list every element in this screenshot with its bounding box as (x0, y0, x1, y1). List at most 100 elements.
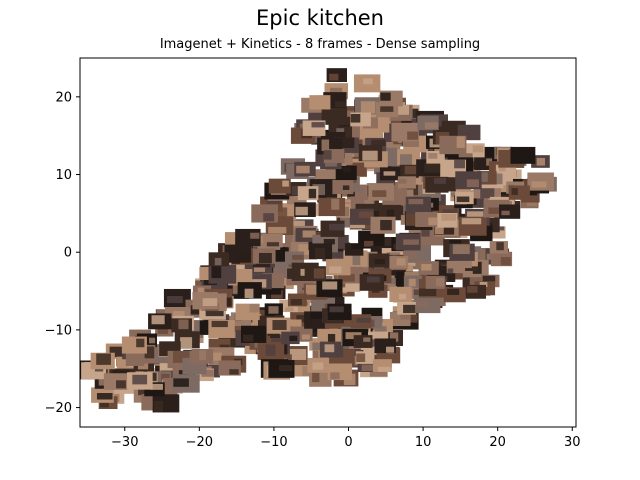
x-tick-label: −10 (260, 435, 287, 450)
thumbnail-point (320, 220, 345, 237)
thumbnail-point (458, 216, 487, 236)
thumbnail-point (174, 331, 200, 349)
x-tick-label: 10 (415, 435, 432, 450)
thumbnail-point (287, 293, 307, 307)
thumbnail-point (379, 90, 403, 107)
thumbnail-point (425, 176, 449, 193)
thumbnail-point (389, 286, 412, 302)
thumbnail-point (268, 178, 291, 194)
thumbnail-point (403, 275, 422, 288)
thumbnail-point (396, 149, 421, 166)
y-tick-label: −20 (45, 401, 72, 416)
thumbnail-point (253, 248, 276, 264)
thumbnail-point (359, 274, 385, 291)
thumbnail-point (323, 149, 345, 164)
thumbnail-point (335, 165, 357, 181)
thumbnail-point (439, 135, 467, 155)
thumbnail-point (355, 351, 375, 364)
thumbnail-point (417, 115, 439, 131)
thumbnail-point (531, 155, 550, 168)
thumbnail-point (389, 312, 411, 327)
y-tick-label: −10 (45, 323, 72, 338)
thumbnail-point (435, 212, 458, 228)
thumbnail-point (90, 352, 115, 370)
thumbnail-point (284, 251, 305, 265)
thumbnail-point (309, 243, 333, 260)
y-tick-label: 20 (55, 90, 72, 105)
plot-frame (79, 57, 577, 428)
thumbnail-point (395, 233, 421, 251)
thumbnail-point (148, 313, 172, 330)
thumbnail-point (358, 230, 385, 249)
thumbnail-point (152, 394, 180, 413)
thumbnail-point (368, 183, 394, 201)
thumbnail-point (319, 341, 344, 358)
thumbnail-point (163, 288, 191, 308)
thumbnail-point (224, 244, 252, 263)
thumbnail-point (405, 196, 432, 214)
thumbnail-point (397, 176, 416, 189)
thumbnail-point (508, 185, 530, 200)
thumbnail-point (372, 359, 392, 373)
thumbnail-point (455, 171, 482, 190)
thumbnail-point (235, 303, 260, 321)
thumbnail-point (370, 216, 396, 234)
thumbnail-point (127, 372, 153, 390)
thumbnail-point (455, 191, 474, 205)
thumbnail-point (268, 360, 295, 378)
thumbnail-point (208, 252, 230, 267)
thumbnail-point (172, 374, 200, 393)
thumbnail-point (368, 253, 390, 268)
thumbnail-point (358, 145, 383, 162)
thumbnail-point (353, 74, 381, 93)
chart-title: Epic kitchen (256, 6, 384, 30)
thumbnail-point (281, 331, 300, 345)
x-tick-label: −20 (186, 435, 213, 450)
thumbnail-point (490, 251, 513, 267)
thumbnail-point (318, 197, 346, 217)
thumbnail-point (218, 360, 241, 376)
y-tick-label: 10 (55, 168, 72, 183)
thumbnail-point (499, 204, 521, 219)
thumbnail-point (171, 318, 192, 333)
thumbnail-point (264, 303, 283, 316)
thumbnail-point (344, 243, 364, 256)
thumbnail-point (379, 166, 401, 181)
thumbnail-point (327, 303, 352, 321)
thumbnail-point (309, 95, 331, 110)
thumbnail-point (103, 373, 129, 390)
thumbnail-point (316, 279, 343, 297)
y-axis: −20 −10 0 10 20 (45, 90, 80, 416)
thumbnail-point (397, 301, 416, 315)
thumbnail-point (91, 387, 114, 403)
thumbnail-point (425, 275, 445, 289)
thumbnail-point (307, 357, 330, 373)
thumbnail-point (304, 266, 326, 281)
thumbnail-point (510, 146, 536, 164)
thumbnail-point (262, 233, 283, 248)
thumbnail-point (191, 349, 214, 364)
thumbnail-point (294, 202, 316, 217)
thumbnail-point (449, 243, 475, 261)
thumbnail-point (257, 341, 285, 360)
thumbnail-point (266, 317, 291, 334)
thumbnail-point (208, 320, 235, 338)
thumbnail-point (476, 171, 497, 185)
thumbnail-point (241, 325, 267, 343)
thumbnail-point (295, 227, 317, 242)
thumbnail-point (251, 204, 278, 223)
thumbnail-point (237, 282, 262, 299)
thumbnail-point (374, 338, 396, 354)
thumbnail-point (208, 264, 237, 284)
thumbnail-point (302, 120, 326, 136)
thumbnail-point (354, 97, 381, 116)
thumbnail-point (413, 294, 441, 314)
thumbnail-point (297, 186, 319, 201)
thumbnail-point (426, 151, 445, 164)
thumbnail-point (326, 68, 348, 83)
thumbnail-point (465, 284, 486, 299)
thumbnail-point (415, 211, 438, 227)
thumbnail-point (327, 363, 353, 381)
thumbnail-point (353, 335, 373, 348)
thumbnail-point (321, 107, 348, 125)
